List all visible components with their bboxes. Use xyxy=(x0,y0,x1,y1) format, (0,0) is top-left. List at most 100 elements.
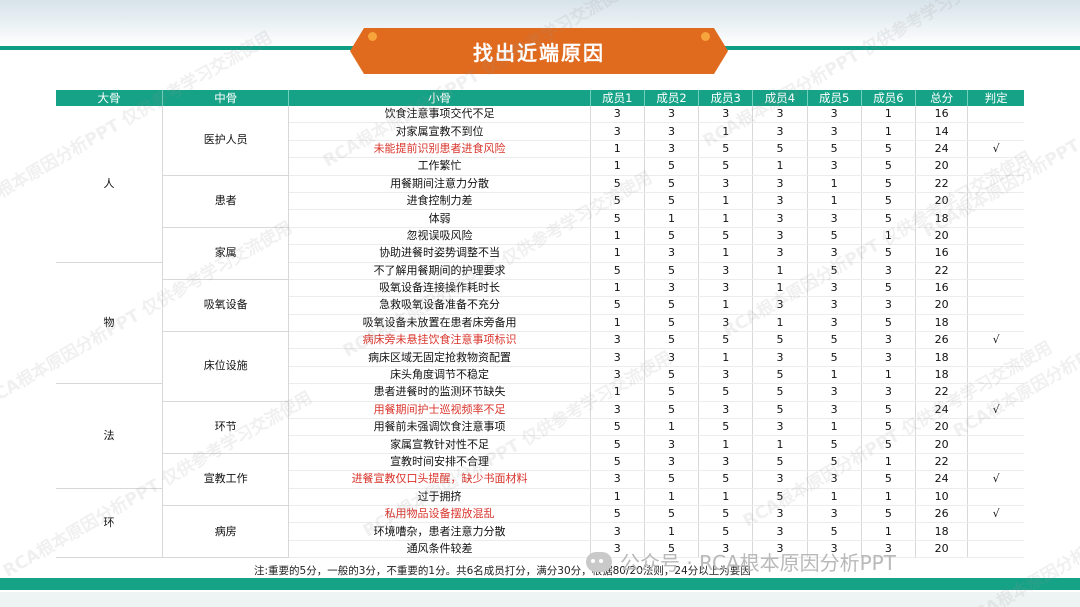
score-cell: 5 xyxy=(644,175,700,193)
total-cell: 24 xyxy=(915,470,969,489)
score-cell: 5 xyxy=(861,279,917,298)
subcategory-cell: 医护人员 xyxy=(162,106,290,176)
score-cell: 5 xyxy=(644,505,700,524)
score-cell: 5 xyxy=(752,401,808,420)
table-row: 病房 私用物品设备摆放混乱 5 5 5 3 3 5 26 √ xyxy=(56,505,1024,559)
verdict-cell: √ xyxy=(967,505,1024,524)
decor-dot-left xyxy=(368,32,377,41)
score-cell: 1 xyxy=(861,522,917,541)
cause-cell: 病床旁未悬挂饮食注意事项标识 xyxy=(288,331,591,350)
subcategory-cell: 家属 xyxy=(162,227,290,280)
score-cell: 5 xyxy=(644,366,700,385)
footer-bar xyxy=(0,578,1080,590)
cause-cell: 饮食注意事项交代不足 xyxy=(288,106,591,124)
score-cell: 5 xyxy=(861,157,917,176)
subcategory-cell: 吸氧设备 xyxy=(162,279,290,333)
cause-cell: 家属宣教针对性不足 xyxy=(288,435,591,454)
score-cell: 3 xyxy=(861,296,917,315)
score-cell: 1 xyxy=(861,227,917,246)
score-cell: 3 xyxy=(752,470,808,489)
score-cell: 3 xyxy=(807,157,862,176)
cause-cell: 通风条件较差 xyxy=(288,540,591,559)
score-cell: 1 xyxy=(644,522,700,541)
score-cell: 5 xyxy=(644,314,700,333)
score-cell: 1 xyxy=(861,453,917,472)
verdict-cell xyxy=(967,192,1024,211)
verdict-cell xyxy=(967,383,1024,402)
score-cell: 5 xyxy=(698,157,754,176)
total-cell: 22 xyxy=(915,262,969,280)
score-cell: 5 xyxy=(861,401,917,420)
score-cell: 3 xyxy=(752,418,808,437)
category-cell: 物 xyxy=(56,262,163,385)
score-cell: 3 xyxy=(644,244,700,263)
cause-cell: 宣教时间安排不合理 xyxy=(288,453,591,472)
decor-dot-right xyxy=(701,32,710,41)
score-cell: 3 xyxy=(807,383,862,402)
subcategory-cell: 宣教工作 xyxy=(162,453,290,506)
cause-cell: 体弱 xyxy=(288,209,591,228)
total-cell: 18 xyxy=(915,366,969,385)
score-cell: 3 xyxy=(698,540,754,559)
score-cell: 3 xyxy=(807,209,862,228)
table-row: 物不了解用餐期间的护理要求 5 5 3 1 5 3 22 xyxy=(56,262,1024,385)
score-cell: 5 xyxy=(590,453,645,472)
score-cell: 3 xyxy=(590,470,645,489)
score-cell: 5 xyxy=(752,488,808,506)
score-cell: 1 xyxy=(698,192,754,211)
table-row: 协助进餐时姿势调整不当 1 3 1 3 3 5 16 xyxy=(56,244,1024,263)
score-cell: 3 xyxy=(698,262,754,280)
column-header: 判定 xyxy=(967,90,1024,106)
subcategory-cell: 床位设施 xyxy=(162,331,290,402)
cause-cell: 对家属宣教不到位 xyxy=(288,122,591,141)
subcategory-cell: 环节 xyxy=(162,401,290,454)
score-cell: 3 xyxy=(644,106,700,124)
score-cell: 5 xyxy=(807,331,862,350)
category-cell: 环 xyxy=(56,488,163,559)
score-cell: 3 xyxy=(698,175,754,193)
score-cell: 5 xyxy=(590,209,645,228)
score-cell: 5 xyxy=(861,418,917,437)
column-header: 成员2 xyxy=(644,90,700,106)
score-cell: 1 xyxy=(807,488,862,506)
score-cell: 5 xyxy=(698,383,754,402)
score-cell: 5 xyxy=(752,140,808,159)
table-row: 工作繁忙 1 5 5 1 3 5 20 xyxy=(56,157,1024,176)
table-row: 环过于拥挤 1 1 1 5 1 1 10 xyxy=(56,488,1024,559)
verdict-cell xyxy=(967,262,1024,280)
score-cell: 3 xyxy=(807,470,862,489)
column-header: 成员4 xyxy=(752,90,808,106)
verdict-cell: √ xyxy=(967,401,1024,420)
verdict-cell: √ xyxy=(967,470,1024,489)
column-header: 成员6 xyxy=(861,90,917,106)
score-cell: 3 xyxy=(590,122,645,141)
score-cell: 5 xyxy=(644,401,700,420)
score-cell: 5 xyxy=(698,418,754,437)
score-cell: 5 xyxy=(861,209,917,228)
table-row: 体弱 5 1 1 3 3 5 18 xyxy=(56,209,1024,228)
score-cell: 5 xyxy=(644,331,700,350)
score-cell: 5 xyxy=(698,140,754,159)
score-cell: 3 xyxy=(752,209,808,228)
score-cell: 1 xyxy=(698,435,754,454)
score-cell: 1 xyxy=(644,488,700,506)
verdict-cell xyxy=(967,314,1024,333)
cause-cell: 用餐前未强调饮食注意事项 xyxy=(288,418,591,437)
total-cell: 22 xyxy=(915,453,969,472)
score-cell: 3 xyxy=(861,262,917,280)
cause-cell: 忽视误吸风险 xyxy=(288,227,591,246)
score-cell: 5 xyxy=(644,296,700,315)
score-cell: 5 xyxy=(861,314,917,333)
score-cell: 5 xyxy=(644,540,700,559)
verdict-cell xyxy=(967,227,1024,246)
score-cell: 3 xyxy=(698,453,754,472)
score-cell: 1 xyxy=(644,209,700,228)
score-cell: 5 xyxy=(644,157,700,176)
verdict-cell xyxy=(967,418,1024,437)
score-cell: 3 xyxy=(752,296,808,315)
score-cell: 3 xyxy=(752,106,808,124)
verdict-cell xyxy=(967,540,1024,559)
cause-cell: 过于拥挤 xyxy=(288,488,591,506)
score-cell: 5 xyxy=(807,140,862,159)
verdict-cell xyxy=(967,348,1024,367)
